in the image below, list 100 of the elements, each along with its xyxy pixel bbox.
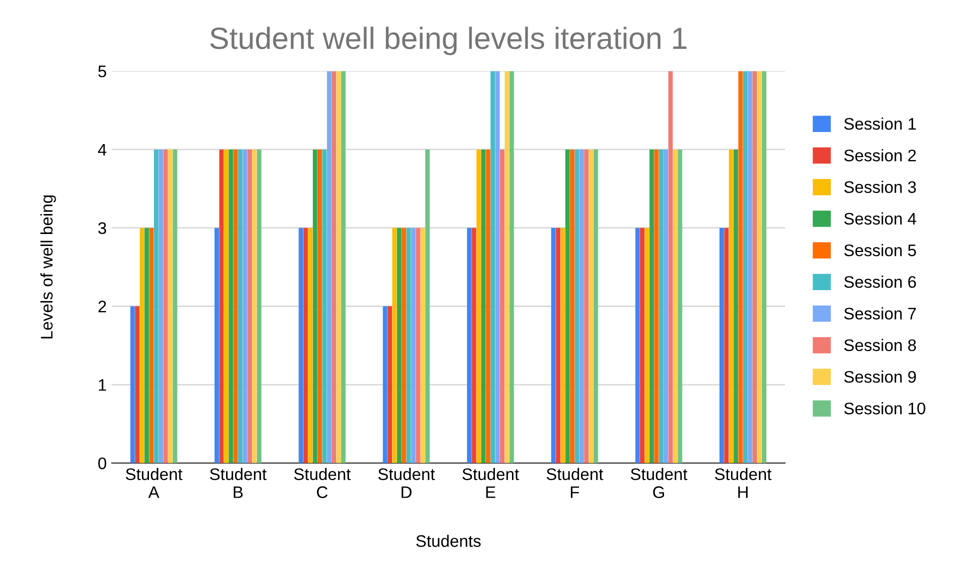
bar — [341, 71, 346, 464]
bar — [490, 71, 496, 464]
bar — [476, 149, 481, 464]
x-tick-label: Student C — [294, 468, 351, 498]
bar — [219, 149, 224, 464]
legend-label: Session 5 — [844, 244, 916, 256]
x-tick-label: Student H — [714, 468, 772, 498]
bar — [242, 149, 248, 464]
bar — [594, 149, 598, 464]
bar — [579, 149, 584, 464]
bar — [551, 228, 556, 464]
bar — [411, 228, 416, 464]
bar — [588, 149, 594, 464]
bar — [678, 149, 682, 464]
bar — [495, 71, 500, 464]
bar — [509, 71, 514, 464]
x-axis-title: Students — [416, 534, 481, 547]
bar — [504, 71, 510, 464]
legend-label: Session 3 — [844, 180, 916, 194]
bar — [130, 306, 135, 464]
x-tick-label: Student E — [462, 468, 520, 498]
bar — [248, 149, 252, 464]
bar — [406, 228, 411, 464]
bar — [664, 149, 668, 464]
bar — [762, 71, 766, 464]
bar — [668, 71, 673, 464]
bar — [570, 149, 574, 464]
bar — [467, 228, 472, 464]
bar — [635, 228, 640, 464]
legend-label: Session 8 — [844, 338, 916, 352]
legend-label: Session 7 — [844, 307, 916, 320]
bar — [560, 228, 566, 464]
legend-label: Session 6 — [844, 276, 916, 288]
chart-title: Student well being levels iteration 1 — [210, 26, 686, 56]
bar — [500, 149, 504, 464]
y-axis-title: Levels of well being — [40, 195, 56, 338]
y-tick-label: 5 — [98, 66, 106, 78]
bar — [144, 228, 149, 464]
bar — [336, 71, 341, 464]
bar — [719, 228, 724, 464]
bar — [734, 149, 738, 464]
y-tick-label: 4 — [98, 144, 106, 156]
bar — [140, 228, 144, 464]
y-tick-label: 1 — [98, 379, 106, 391]
bar — [326, 71, 332, 464]
bar — [318, 149, 322, 464]
bar — [472, 228, 476, 464]
bar — [565, 149, 570, 464]
bar — [728, 149, 734, 464]
bar — [649, 149, 654, 464]
bar — [168, 149, 173, 464]
bar — [640, 228, 645, 464]
bar — [724, 228, 729, 464]
y-tick-label: 0 — [98, 457, 106, 470]
bar — [486, 149, 490, 464]
bar — [172, 149, 178, 464]
bar — [332, 71, 336, 464]
bar — [396, 228, 402, 464]
x-tick-label: Student G — [630, 468, 688, 498]
bar — [158, 149, 164, 464]
bar — [252, 149, 257, 464]
bar — [673, 149, 678, 464]
bar — [481, 149, 486, 464]
bar — [658, 149, 664, 464]
bar — [214, 228, 220, 464]
bar — [574, 149, 580, 464]
bar — [752, 71, 757, 464]
bar — [233, 149, 238, 464]
legend-label: Session 1 — [844, 118, 916, 130]
legend-label: Session 2 — [844, 149, 916, 162]
y-tick-label: 3 — [98, 222, 106, 234]
bar — [420, 228, 426, 464]
legend-label: Session 4 — [844, 212, 916, 225]
bar — [154, 149, 158, 464]
y-tick-label: 2 — [98, 300, 106, 312]
bar — [308, 228, 313, 464]
bar — [757, 71, 762, 464]
bar — [135, 306, 140, 464]
x-tick-label: Student B — [210, 468, 267, 498]
bar — [303, 228, 308, 464]
bar — [738, 71, 743, 464]
legend-label: Session 9 — [844, 370, 916, 383]
bar — [416, 228, 420, 464]
bar — [149, 228, 154, 464]
bar — [382, 306, 388, 464]
x-tick-label: Student D — [378, 468, 435, 498]
bar — [654, 149, 659, 464]
bar — [228, 149, 234, 464]
bar — [388, 306, 392, 464]
bar — [556, 228, 560, 464]
bar — [584, 149, 589, 464]
bar — [238, 149, 243, 464]
bar — [224, 149, 228, 464]
bar — [298, 228, 304, 464]
bar — [402, 228, 406, 464]
legend-label: Session 10 — [844, 402, 926, 414]
bar — [163, 149, 168, 464]
bar — [312, 149, 318, 464]
bar — [256, 149, 262, 464]
bar — [743, 71, 748, 464]
